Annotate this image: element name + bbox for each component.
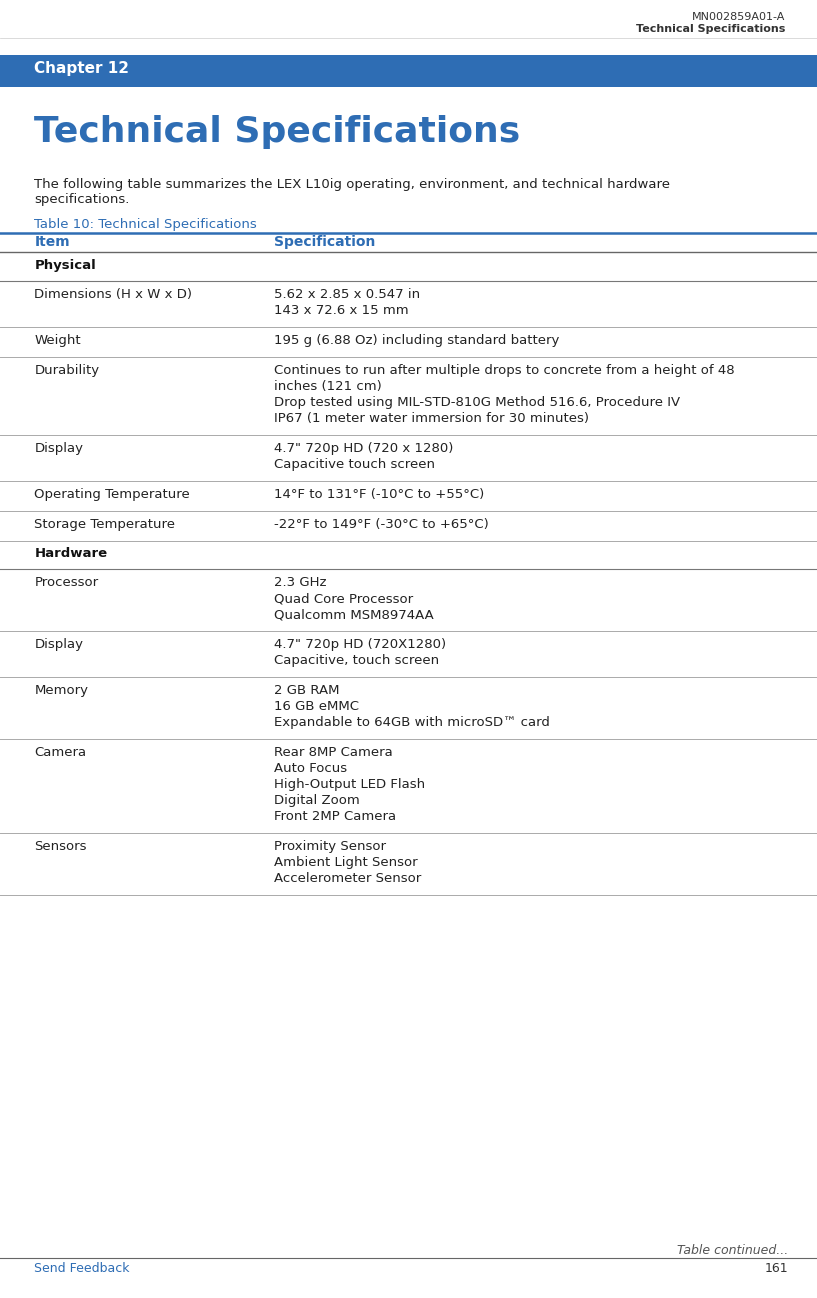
Text: Continues to run after multiple drops to concrete from a height of 48: Continues to run after multiple drops to… — [274, 363, 734, 376]
Text: IP67 (1 meter water immersion for 30 minutes): IP67 (1 meter water immersion for 30 min… — [274, 411, 589, 424]
Text: Qualcomm MSM8974AA: Qualcomm MSM8974AA — [274, 607, 434, 620]
Text: inches (121 cm): inches (121 cm) — [274, 380, 382, 393]
Text: 161: 161 — [765, 1262, 788, 1275]
Text: Camera: Camera — [34, 746, 87, 759]
Text: Front 2MP Camera: Front 2MP Camera — [274, 810, 395, 823]
Text: Storage Temperature: Storage Temperature — [34, 518, 176, 531]
Text: Auto Focus: Auto Focus — [274, 762, 347, 775]
Text: The following table summarizes the LEX L10ig operating, environment, and technic: The following table summarizes the LEX L… — [34, 178, 670, 191]
Text: Quad Core Processor: Quad Core Processor — [274, 592, 413, 605]
Text: specifications.: specifications. — [34, 193, 130, 206]
Text: MN002859A01-A: MN002859A01-A — [692, 12, 785, 22]
Text: Weight: Weight — [34, 334, 81, 347]
Text: Memory: Memory — [34, 684, 88, 697]
FancyBboxPatch shape — [0, 55, 817, 87]
Text: 16 GB eMMC: 16 GB eMMC — [274, 700, 359, 713]
Text: 4.7" 720p HD (720X1280): 4.7" 720p HD (720X1280) — [274, 639, 446, 652]
Text: Specification: Specification — [274, 235, 375, 249]
Text: Accelerometer Sensor: Accelerometer Sensor — [274, 872, 421, 885]
Text: Operating Temperature: Operating Temperature — [34, 488, 190, 501]
Text: Capacitive touch screen: Capacitive touch screen — [274, 458, 435, 471]
Text: Drop tested using MIL-STD-810G Method 516.6, Procedure IV: Drop tested using MIL-STD-810G Method 51… — [274, 396, 680, 409]
Text: 143 x 72.6 x 15 mm: 143 x 72.6 x 15 mm — [274, 304, 408, 317]
Text: 14°F to 131°F (-10°C to +55°C): 14°F to 131°F (-10°C to +55°C) — [274, 488, 484, 501]
Text: High-Output LED Flash: High-Output LED Flash — [274, 778, 425, 790]
Text: Send Feedback: Send Feedback — [34, 1262, 130, 1275]
Text: 2.3 GHz: 2.3 GHz — [274, 576, 326, 589]
Text: Item: Item — [34, 235, 70, 249]
Text: 5.62 x 2.85 x 0.547 in: 5.62 x 2.85 x 0.547 in — [274, 288, 420, 301]
Text: Capacitive, touch screen: Capacitive, touch screen — [274, 654, 439, 667]
Text: Durability: Durability — [34, 363, 100, 376]
Text: Rear 8MP Camera: Rear 8MP Camera — [274, 746, 392, 759]
Text: Technical Specifications: Technical Specifications — [636, 23, 785, 34]
Text: Display: Display — [34, 639, 83, 652]
Text: Technical Specifications: Technical Specifications — [34, 116, 520, 149]
Text: Ambient Light Sensor: Ambient Light Sensor — [274, 855, 417, 868]
Text: Digital Zoom: Digital Zoom — [274, 794, 359, 807]
Text: -22°F to 149°F (-30°C to +65°C): -22°F to 149°F (-30°C to +65°C) — [274, 518, 489, 531]
Text: Dimensions (H x W x D): Dimensions (H x W x D) — [34, 288, 192, 301]
Text: Table continued...: Table continued... — [677, 1243, 788, 1256]
Text: Expandable to 64GB with microSD™ card: Expandable to 64GB with microSD™ card — [274, 716, 550, 729]
Text: Proximity Sensor: Proximity Sensor — [274, 840, 386, 853]
Text: Hardware: Hardware — [34, 546, 108, 559]
Text: Processor: Processor — [34, 576, 98, 589]
Text: Table 10: Technical Specifications: Table 10: Technical Specifications — [34, 218, 257, 231]
Text: Sensors: Sensors — [34, 840, 87, 853]
Text: Display: Display — [34, 443, 83, 456]
Text: Physical: Physical — [34, 260, 96, 273]
Text: Chapter 12: Chapter 12 — [34, 61, 129, 77]
Text: 4.7" 720p HD (720 x 1280): 4.7" 720p HD (720 x 1280) — [274, 443, 453, 456]
Text: 195 g (6.88 Oz) including standard battery: 195 g (6.88 Oz) including standard batte… — [274, 334, 559, 347]
Text: 2 GB RAM: 2 GB RAM — [274, 684, 339, 697]
